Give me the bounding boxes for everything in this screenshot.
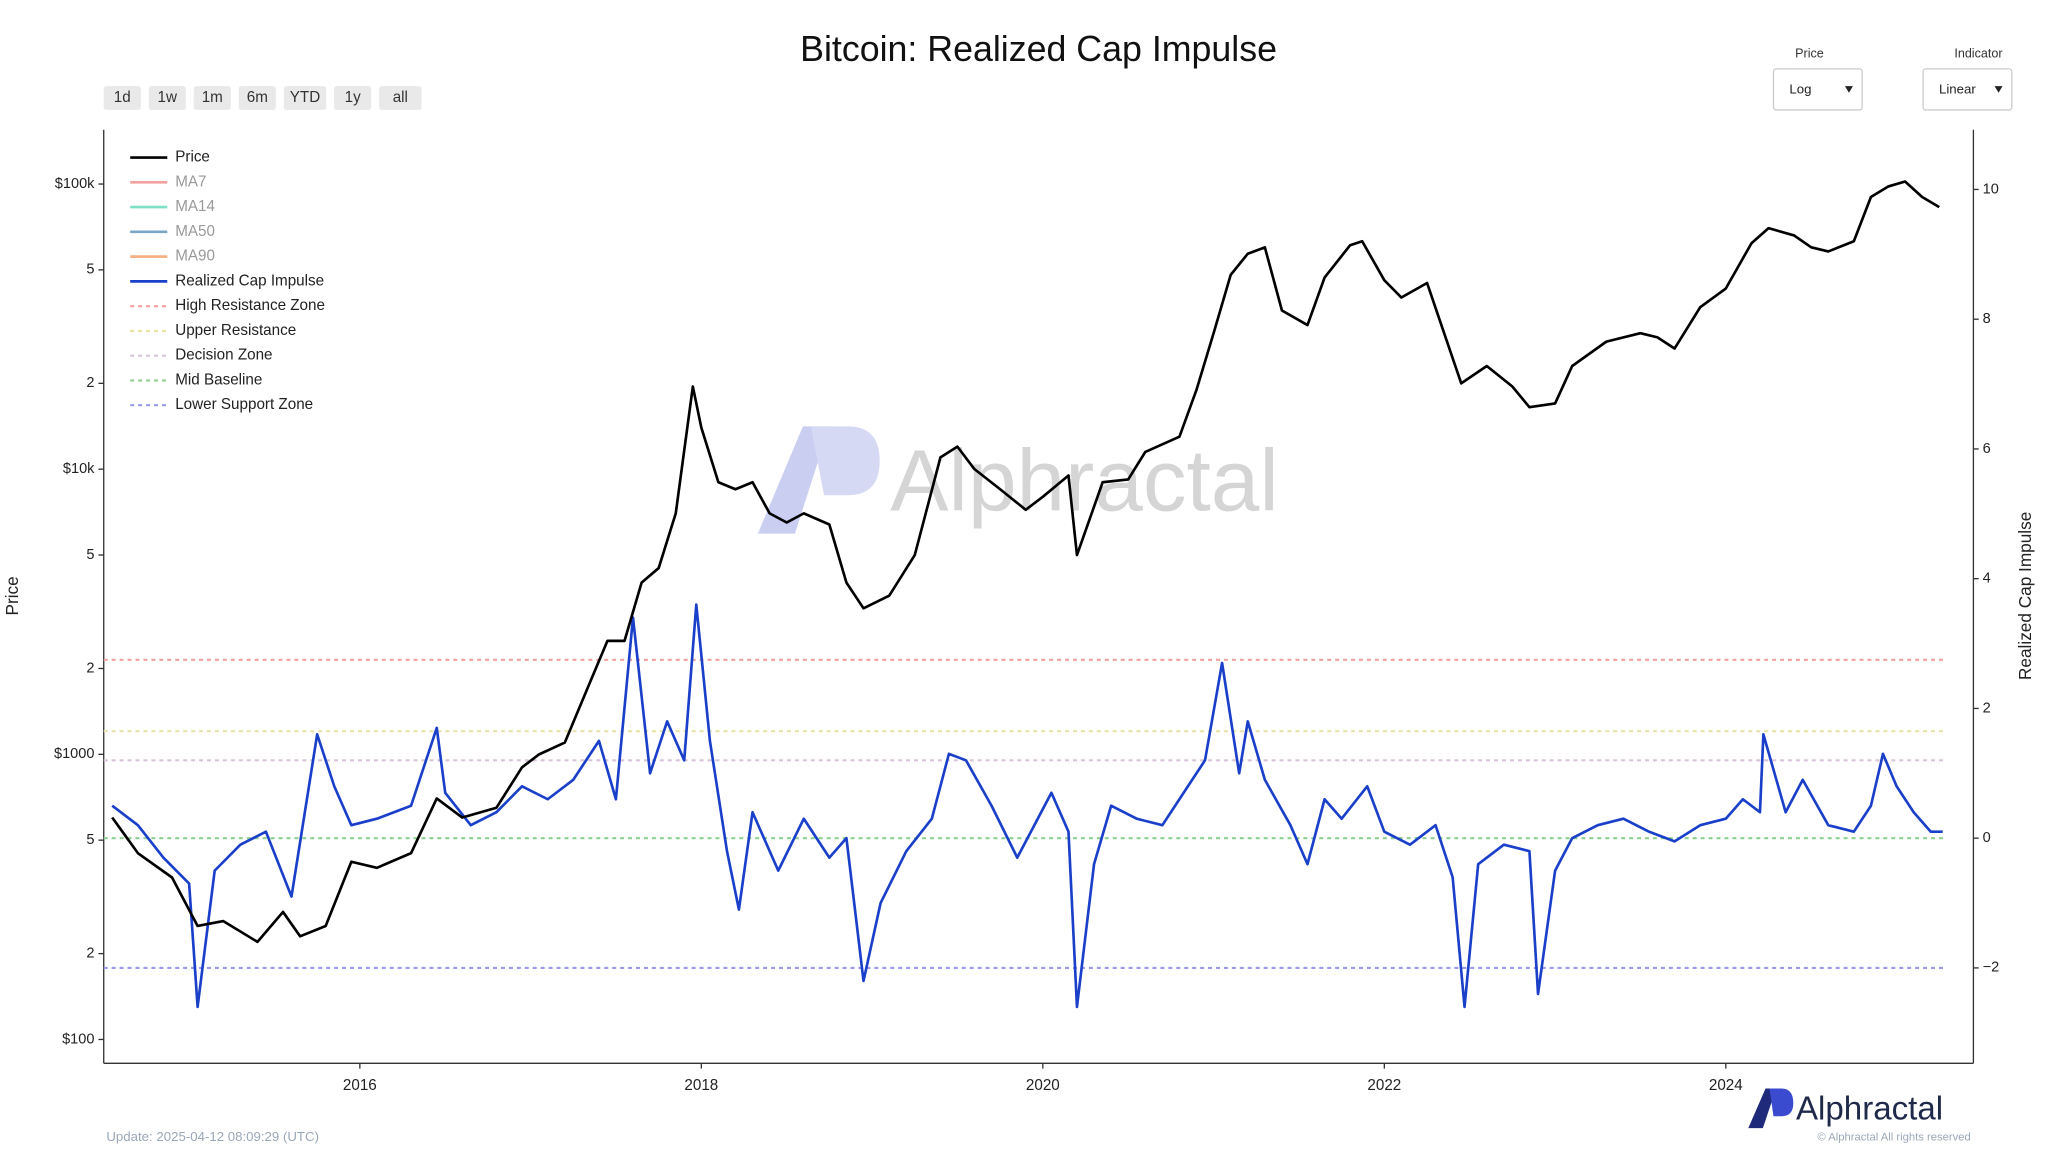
range-button-label[interactable]: YTD — [290, 89, 320, 106]
y2-tick-label: 10 — [1983, 181, 1999, 197]
y-tick-label: 2 — [86, 375, 94, 391]
control-label: Price — [1795, 47, 1824, 61]
y2-tick-label: 4 — [1983, 571, 1991, 587]
series-line — [111, 180, 1940, 944]
y-tick-label: 2 — [86, 660, 94, 676]
legend-label[interactable]: Upper Resistance — [175, 322, 296, 339]
y-tick-label: 5 — [86, 262, 94, 278]
legend-label[interactable]: Lower Support Zone — [175, 396, 313, 413]
range-button-label[interactable]: 1y — [345, 89, 361, 106]
brand-mark — [1748, 1088, 1777, 1129]
y2-axis-label: Realized Cap Impulse — [2015, 512, 2035, 680]
control-label: Indicator — [1954, 47, 2002, 61]
dropdown-value[interactable]: Log — [1789, 82, 1811, 97]
range-button-label[interactable]: 1d — [114, 89, 131, 106]
dropdown[interactable] — [1922, 68, 2013, 111]
range-button[interactable] — [334, 86, 372, 110]
x-tick-label: 2024 — [1709, 1077, 1743, 1094]
brand-logo: Alphractal © Alphractal All rights reser… — [1748, 1088, 1971, 1143]
brand-text: Alphractal — [1796, 1091, 1943, 1128]
legend-label[interactable]: Mid Baseline — [175, 371, 262, 388]
dropdown-arrow[interactable] — [1844, 86, 1853, 93]
range-button[interactable] — [283, 86, 327, 110]
range-button[interactable] — [103, 86, 141, 110]
y-tick-label: 5 — [86, 832, 94, 848]
legend-label[interactable]: Price — [175, 149, 210, 166]
update-note: Update: 2025-04-12 08:09:29 (UTC) — [106, 1129, 319, 1144]
y-axis-label: Price — [2, 576, 22, 615]
y2-tick-label: 2 — [1983, 700, 1991, 716]
y-tick-label: $100 — [62, 1031, 94, 1047]
legend-label[interactable]: High Resistance Zone — [175, 297, 325, 314]
range-button-label[interactable]: all — [393, 89, 408, 106]
watermark-logo — [757, 426, 830, 534]
legend-label[interactable]: MA90 — [175, 248, 215, 265]
x-tick-label: 2018 — [684, 1077, 718, 1094]
y-tick-label: $1000 — [54, 746, 94, 762]
y2-tick-label: −2 — [1983, 960, 2000, 976]
x-tick-label: 2022 — [1367, 1077, 1401, 1094]
legend-label[interactable]: Realized Cap Impulse — [175, 272, 324, 289]
watermark-text: Alphractal — [890, 431, 1279, 529]
range-button-label[interactable]: 6m — [247, 89, 268, 106]
x-tick-label: 2016 — [343, 1077, 377, 1094]
y2-tick-label: 8 — [1983, 311, 1991, 327]
chart-title: Bitcoin: Realized Cap Impulse — [800, 29, 1277, 69]
dropdown-value[interactable]: Linear — [1939, 82, 1976, 97]
x-tick-label: 2020 — [1026, 1077, 1060, 1094]
watermark-logo — [810, 426, 880, 496]
y-tick-label: $100k — [55, 176, 95, 192]
legend-label[interactable]: MA7 — [175, 173, 206, 190]
range-button[interactable] — [148, 86, 186, 110]
range-button[interactable] — [379, 86, 422, 110]
y2-tick-label: 0 — [1983, 830, 1991, 846]
y2-tick-label: 6 — [1983, 441, 1991, 457]
y-tick-label: 2 — [86, 945, 94, 961]
watermark: Alphractal — [757, 426, 1279, 534]
y-tick-label: $10k — [63, 461, 95, 477]
range-button[interactable] — [238, 86, 276, 110]
series-line — [111, 603, 1943, 1009]
range-button-label[interactable]: 1m — [202, 89, 223, 106]
legend-label[interactable]: MA14 — [175, 198, 215, 215]
range-button-label[interactable]: 1w — [158, 89, 178, 106]
range-button[interactable] — [193, 86, 231, 110]
legend-label[interactable]: MA50 — [175, 223, 215, 240]
brand-mark — [1769, 1088, 1794, 1117]
dropdown-arrow[interactable] — [1994, 86, 2003, 93]
dropdown[interactable] — [1772, 68, 1863, 111]
copyright: © Alphractal All rights reserved — [1817, 1131, 1970, 1143]
legend-label[interactable]: Decision Zone — [175, 347, 272, 364]
y-tick-label: 5 — [86, 547, 94, 563]
